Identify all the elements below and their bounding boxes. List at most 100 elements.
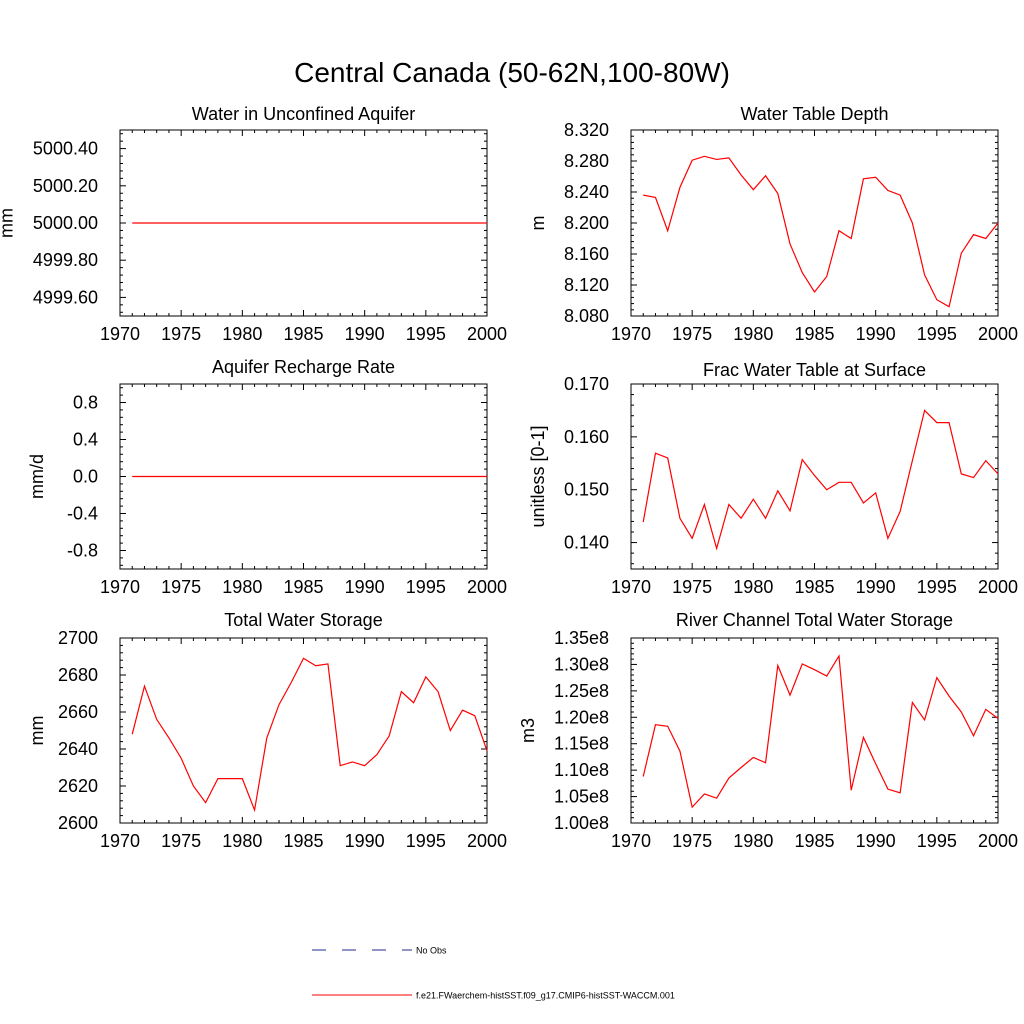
y-axis-label: m [528,216,548,231]
x-tick-label: 1980 [733,324,773,344]
y-tick-label: 4999.60 [33,287,98,307]
x-tick-label: 1985 [283,577,323,597]
chart-panels: Water in Unconfined Aquifer 1970 1975 1980 1… [0,104,1018,851]
y-tick-label: 5000.00 [33,213,98,233]
x-tick-label: 1970 [611,324,651,344]
data-series-line [131,657,488,813]
x-tick-label: 1990 [856,577,896,597]
panel-title: River Channel Total Water Storage [676,610,953,630]
x-tick-label: 1995 [406,577,446,597]
x-tick-label: 1975 [161,577,201,597]
y-tick-label: 8.080 [564,306,609,326]
x-tick-label: 1975 [672,324,712,344]
chart-panel-2: Water Table Depth 1970 1975 1980 1985 1990 199… [528,104,1018,344]
plot-frame [119,637,488,824]
legend: No Obs f.e21.FWaerchem-histSST.f09_g17.CM… [312,946,675,1001]
y-tick-label: 1.30e8 [554,654,609,674]
x-tick-label: 1995 [917,577,957,597]
panel-title: Frac Water Table at Surface [703,360,926,380]
y-tick-label: 2680 [58,665,98,685]
y-tick-label: -0.8 [67,541,98,561]
x-tick-label: 1975 [161,831,201,851]
y-tick-label: 8.240 [564,182,609,202]
plot-frame [630,383,999,570]
y-tick-label: 0.170 [564,374,609,394]
y-axis-label: unitless [0-1] [528,425,548,527]
y-tick-label: 8.320 [564,120,609,140]
x-tick-label: 1980 [733,577,773,597]
x-tick-label: 1970 [100,831,140,851]
y-tick-label: 1.20e8 [554,707,609,727]
x-tick-label: 1970 [100,577,140,597]
x-tick-label: 1980 [222,577,262,597]
plot-frame [630,129,999,317]
x-tick-label: 1995 [917,324,957,344]
x-tick-label: 1985 [283,324,323,344]
y-axis-label: mm [27,716,47,746]
figure-title: Central Canada (50-62N,100-80W) [294,57,730,88]
y-tick-label: 2660 [58,702,98,722]
data-series-line [642,409,999,551]
x-tick-label: 2000 [467,324,507,344]
x-tick-label: 1995 [406,324,446,344]
y-tick-label: 1.10e8 [554,760,609,780]
y-tick-label: 0.160 [564,427,609,447]
chart-panel-6: River Channel Total Water Storage 1970 197… [518,610,1018,851]
y-axis-label: m3 [518,718,538,743]
y-tick-label: -0.4 [67,504,98,524]
x-tick-label: 1970 [611,577,651,597]
x-tick-label: 1985 [794,831,834,851]
legend-label-2: f.e21.FWaerchem-histSST.f09_g17.CMIP6-hi… [416,991,675,1001]
y-tick-label: 8.160 [564,244,609,264]
y-tick-label: 2700 [58,628,98,648]
x-tick-label: 1995 [917,831,957,851]
x-tick-label: 1975 [161,324,201,344]
y-tick-label: 8.120 [564,275,609,295]
y-tick-label: 1.15e8 [554,734,609,754]
y-tick-label: 8.200 [564,213,609,233]
panel-title: Total Water Storage [224,610,382,630]
y-tick-label: 0.4 [73,430,98,450]
x-tick-label: 2000 [978,324,1018,344]
x-tick-label: 1980 [222,831,262,851]
x-tick-label: 1990 [856,324,896,344]
plot-frame [630,637,999,824]
y-tick-label: 0.0 [73,467,98,487]
x-tick-label: 1990 [345,831,385,851]
y-tick-label: 1.35e8 [554,628,609,648]
x-tick-label: 1975 [672,831,712,851]
chart-panel-3: Aquifer Recharge Rate 1970 1975 1980 1985 199… [27,357,507,597]
y-tick-label: 4999.80 [33,250,98,270]
x-tick-label: 1995 [406,831,446,851]
panel-title: Water Table Depth [740,104,888,124]
x-tick-label: 2000 [978,831,1018,851]
y-tick-label: 8.280 [564,151,609,171]
x-tick-label: 2000 [467,577,507,597]
y-tick-label: 0.8 [73,393,98,413]
y-tick-label: 0.140 [564,533,609,553]
x-tick-label: 1970 [611,831,651,851]
x-tick-label: 1980 [733,831,773,851]
y-tick-label: 2600 [58,813,98,833]
x-tick-label: 1985 [283,831,323,851]
x-tick-label: 1980 [222,324,262,344]
x-tick-label: 1975 [672,577,712,597]
legend-label-1: No Obs [416,946,447,956]
y-tick-label: 2640 [58,739,98,759]
y-tick-label: 0.150 [564,480,609,500]
x-tick-label: 1990 [345,577,385,597]
chart-panel-5: Total Water Storage 1970 1975 1980 1985 1990 1… [27,610,507,851]
y-tick-label: 1.05e8 [554,787,609,807]
panel-title: Water in Unconfined Aquifer [192,104,415,124]
x-tick-label: 1985 [794,324,834,344]
chart-panel-1: Water in Unconfined Aquifer 1970 1975 1980 1… [0,104,507,344]
x-tick-label: 1985 [794,577,834,597]
y-axis-label: mm/d [27,454,47,499]
y-tick-label: 1.00e8 [554,813,609,833]
y-tick-label: 1.25e8 [554,681,609,701]
chart-panel-4: Frac Water Table at Surface 1970 1975 1980 1… [528,360,1018,597]
y-tick-label: 2620 [58,776,98,796]
x-tick-label: 1990 [856,831,896,851]
data-series-line [642,654,999,809]
y-tick-label: 5000.40 [33,139,98,159]
